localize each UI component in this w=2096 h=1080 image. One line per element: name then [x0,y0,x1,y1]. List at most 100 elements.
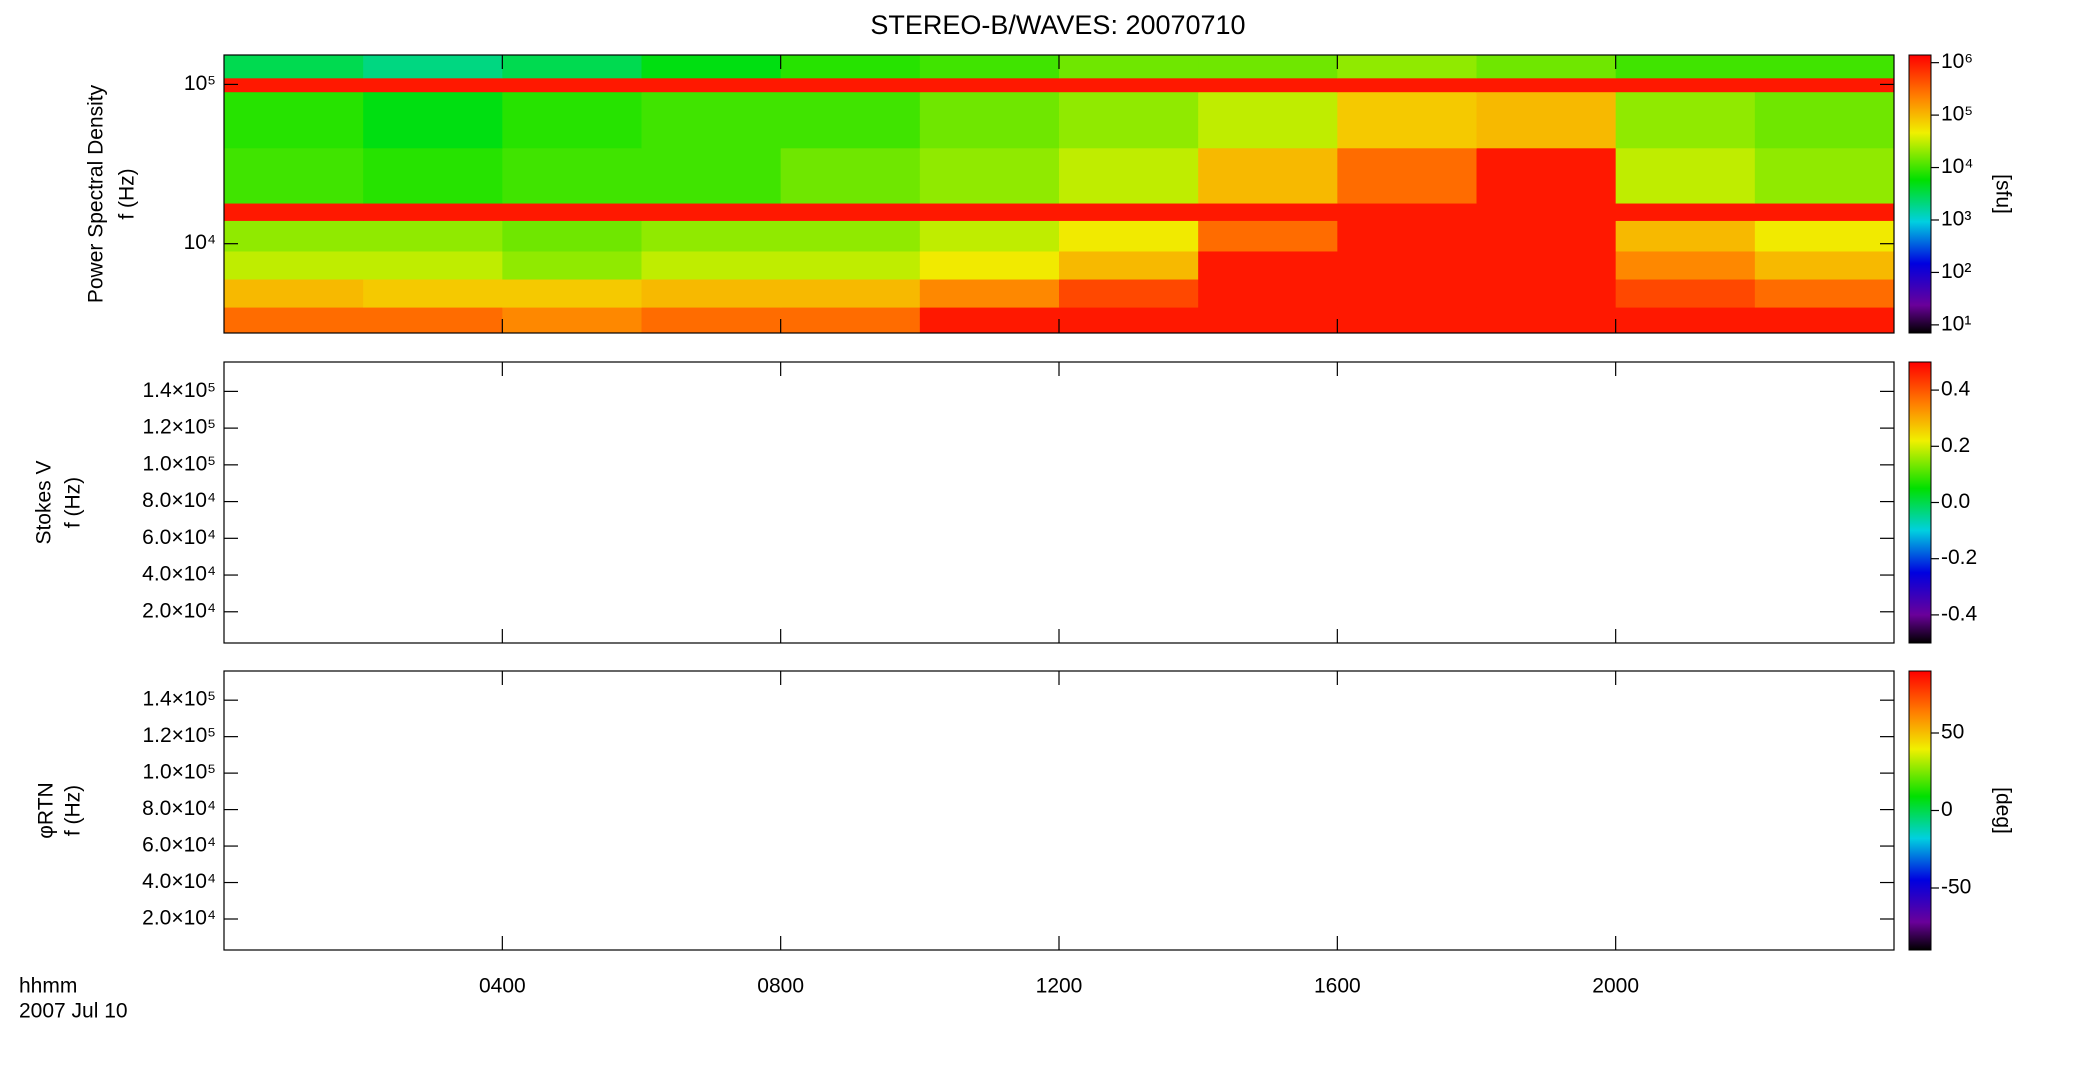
heatmap-cell [1615,250,1756,280]
heatmap-cell [1059,250,1199,280]
heatmap-cell [1754,307,1895,334]
heatmap-cell [363,147,503,204]
heatmap-cell [1337,203,1477,221]
heatmap-cell [502,220,642,252]
heatmap-cell [224,55,364,79]
heatmap-cell [1059,203,1199,221]
heatmap-cell [641,77,782,93]
heatmap-cell [502,91,642,149]
heatmap-cell [1337,77,1477,93]
heatmap-cell [641,220,782,252]
heatmap-cell [780,250,921,280]
heatmap-cell [502,203,642,221]
y-axis-label: φRTN [35,782,58,838]
heatmap-cell [1615,91,1756,149]
heatmap-cell [1615,279,1756,308]
heatmap-cell [1337,91,1477,149]
y-tick-label: 1.0×10⁵ [142,761,216,784]
heatmap-cell [363,220,503,252]
heatmap-cell [1615,77,1756,93]
heatmap-cell [780,55,921,79]
heatmap-cell [1198,220,1338,252]
heatmap-cell [919,147,1060,204]
heatmap-cell [1615,203,1756,221]
heatmap-cell [1059,147,1199,204]
heatmap-cell [641,203,782,221]
chart-title: STEREO-B/WAVES: 20070710 [870,10,1245,40]
heatmap-cell [1198,77,1338,93]
colorbar-tick-label: 10⁴ [1941,155,1973,178]
heatmap-cell [780,220,921,252]
heatmap-cell [224,203,364,221]
colorbar-tick-label: 0 [1941,798,1953,821]
y-tick-label: 2.0×10⁴ [142,599,216,622]
heatmap-cell [641,91,782,149]
y-tick-label: 10⁴ [184,231,216,254]
heatmap-cell [1198,279,1338,308]
heatmap-cell [1615,307,1756,334]
y-tick-label: 8.0×10⁴ [142,489,216,512]
heatmap-cell [641,279,782,308]
heatmap-cell [1476,77,1617,93]
plot-frame [223,361,1895,644]
y-tick-label: 1.4×10⁵ [142,379,216,402]
heatmap-cell [1754,147,1895,204]
heatmap-cell [502,250,642,280]
heatmap-cell [1059,279,1199,308]
colorbar-tick-label: -0.4 [1941,602,1978,625]
colorbar-tick-label: -50 [1941,876,1971,899]
heatmap-cell [1754,91,1895,149]
y-axis-label: f (Hz) [62,477,85,528]
heatmap-cell [1476,91,1617,149]
heatmap-cell [641,55,782,79]
heatmap-cell [1754,77,1895,93]
heatmap-cell [1337,307,1477,334]
heatmap-cell [1476,307,1617,334]
heatmap-cell [1476,55,1617,79]
heatmap-cell [502,279,642,308]
heatmap-cell [224,279,364,308]
heatmap-cell [224,147,364,204]
heatmap-cell [1615,55,1756,79]
heatmap-cell [1337,220,1477,252]
y-tick-label: 1.2×10⁵ [142,416,216,439]
colorbar-tick-label: 50 [1941,721,1964,744]
colorbar-tick-label: 10⁶ [1941,50,1973,73]
plot-frame [223,670,1895,951]
heatmap-cell [1754,279,1895,308]
y-tick-label: 4.0×10⁴ [142,870,216,893]
heatmap-cell [1198,55,1338,79]
heatmap-cell [363,279,503,308]
heatmap-cell [502,55,642,79]
y-axis-label: Stokes V [33,460,56,544]
heatmap-cell [363,91,503,149]
x-tick-label: 0800 [757,975,804,998]
heatmap-cell [780,147,921,204]
colorbar [1908,54,1932,334]
y-tick-label: 1.4×10⁵ [142,688,216,711]
heatmap-cell [1476,250,1617,280]
heatmap-cell [1754,55,1895,79]
y-axis-label: f (Hz) [116,168,139,219]
colorbar-tick-label: 10¹ [1941,312,1971,335]
heatmap-cell [1754,250,1895,280]
heatmap-cell [1476,147,1617,204]
heatmap [224,55,1895,334]
heatmap-cell [780,307,921,334]
heatmap-cell [502,147,642,204]
heatmap-cell [1476,220,1617,252]
heatmap-cell [363,203,503,221]
x-axis-label: 2007 Jul 10 [19,1000,128,1023]
y-tick-label: 1.0×10⁵ [142,452,216,475]
heatmap-cell [780,91,921,149]
heatmap-cell [919,203,1060,221]
heatmap-cell [363,55,503,79]
heatmap-cell [641,307,782,334]
colorbar-label: [deg] [1991,787,2014,834]
y-axis-label: f (Hz) [62,785,85,836]
heatmap-cell [1476,203,1617,221]
heatmap-cell [780,279,921,308]
heatmap-cell [1198,91,1338,149]
y-tick-label: 2.0×10⁴ [142,907,216,930]
